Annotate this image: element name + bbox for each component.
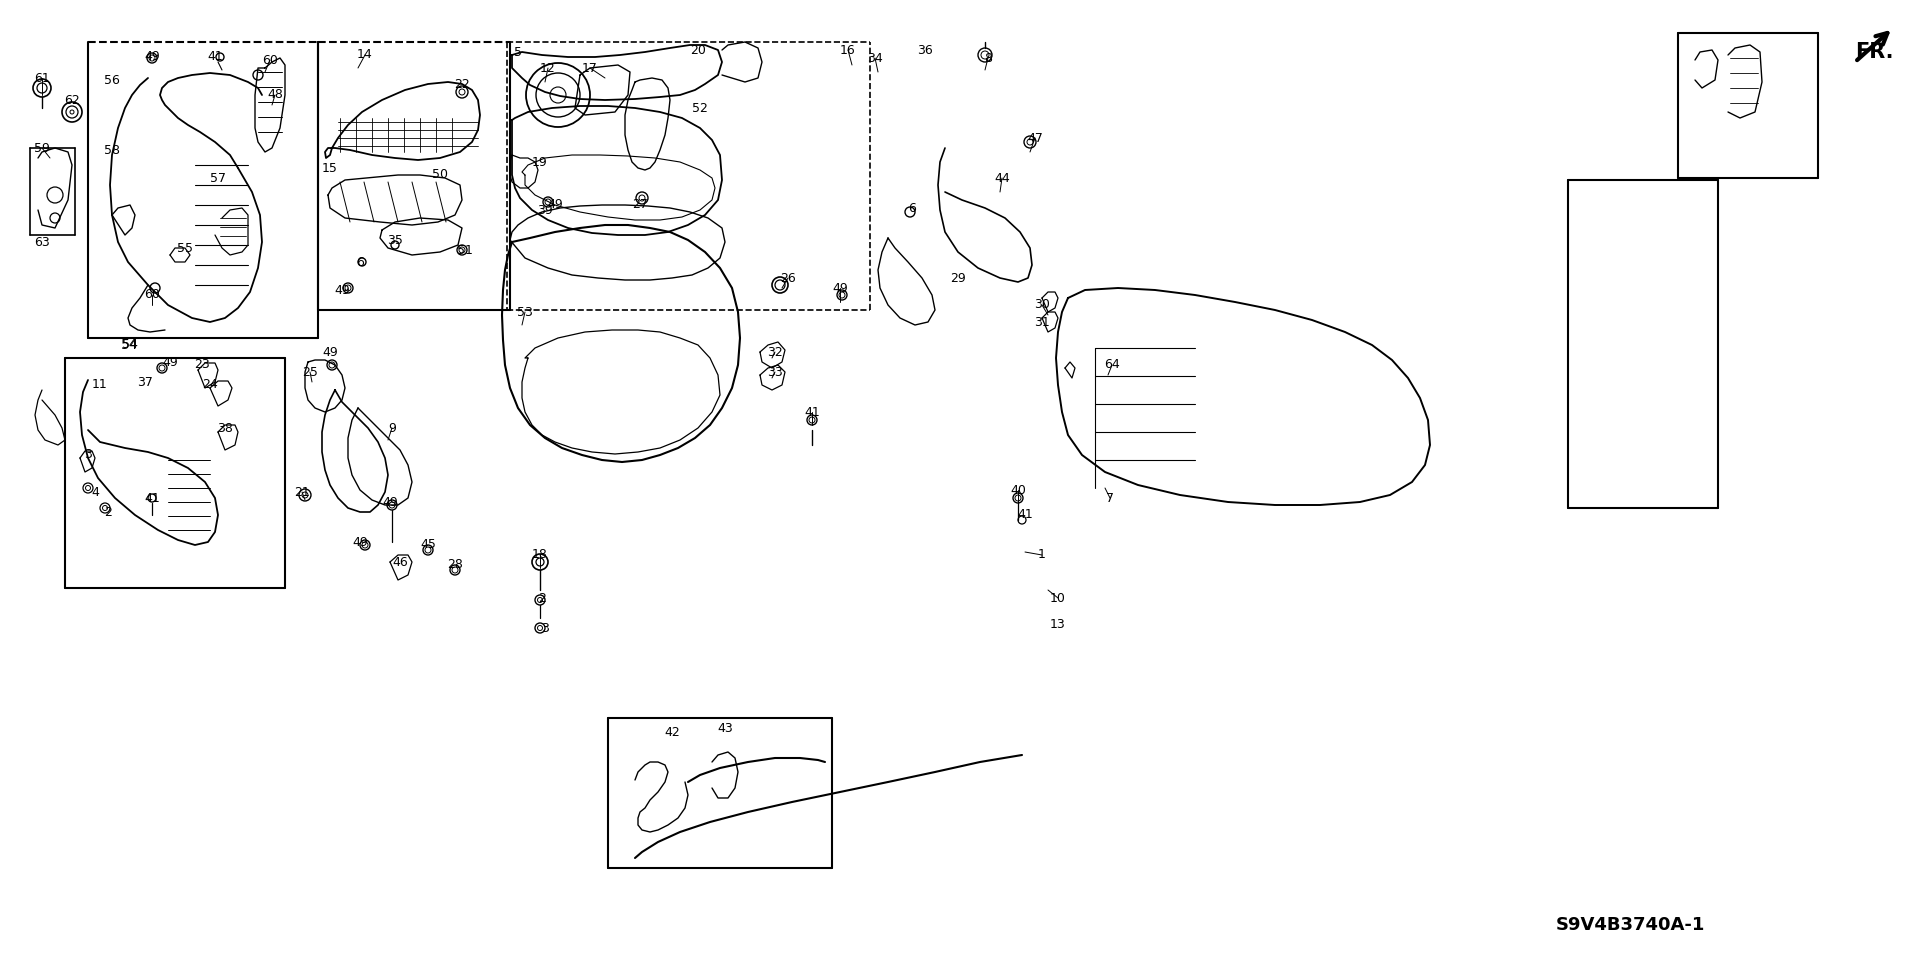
Text: 49: 49: [831, 282, 849, 294]
Text: 48: 48: [267, 88, 282, 102]
Text: 61: 61: [35, 72, 50, 84]
Text: 49: 49: [382, 496, 397, 508]
Text: 10: 10: [1050, 592, 1066, 604]
Text: 42: 42: [664, 726, 680, 738]
Text: 50: 50: [432, 169, 447, 181]
Text: 60: 60: [144, 289, 159, 301]
Text: 7: 7: [1106, 492, 1114, 504]
Text: 36: 36: [918, 43, 933, 57]
Text: 8: 8: [983, 52, 993, 64]
Text: 44: 44: [995, 172, 1010, 184]
Text: 41: 41: [144, 492, 159, 504]
Text: 38: 38: [217, 422, 232, 434]
Text: 39: 39: [538, 203, 553, 217]
Text: 24: 24: [202, 379, 217, 391]
Text: 49: 49: [323, 345, 338, 359]
Text: 20: 20: [689, 43, 707, 57]
Text: 46: 46: [392, 555, 407, 569]
Text: 56: 56: [104, 74, 119, 86]
Text: 27: 27: [632, 199, 647, 212]
Text: 30: 30: [1035, 298, 1050, 312]
Text: 43: 43: [718, 721, 733, 735]
Text: S9V4B3740A-1: S9V4B3740A-1: [1555, 916, 1705, 934]
Text: 62: 62: [63, 93, 81, 106]
Text: 52: 52: [691, 102, 708, 114]
Text: 59: 59: [35, 142, 50, 154]
Text: 2: 2: [104, 505, 111, 519]
Text: 14: 14: [357, 49, 372, 61]
Text: 19: 19: [532, 155, 547, 169]
Text: 6: 6: [908, 201, 916, 215]
Text: 16: 16: [841, 43, 856, 57]
Text: FR.: FR.: [1855, 42, 1893, 62]
Text: 32: 32: [768, 345, 783, 359]
Text: 26: 26: [780, 271, 797, 285]
Text: 35: 35: [388, 233, 403, 246]
Text: 13: 13: [1050, 619, 1066, 631]
Text: 54: 54: [123, 339, 138, 352]
Text: 54: 54: [121, 338, 138, 352]
Text: 22: 22: [455, 79, 470, 91]
Text: 60: 60: [261, 54, 278, 66]
Text: 31: 31: [1035, 316, 1050, 329]
Text: 55: 55: [177, 242, 194, 254]
Text: 5: 5: [515, 46, 522, 59]
Text: 23: 23: [194, 359, 209, 371]
Text: 63: 63: [35, 236, 50, 248]
Text: 9: 9: [388, 422, 396, 434]
Text: 41: 41: [207, 51, 223, 63]
Text: 21: 21: [294, 485, 309, 499]
Text: 18: 18: [532, 549, 547, 562]
Text: 3: 3: [541, 621, 549, 635]
Text: 11: 11: [92, 379, 108, 391]
Text: 49: 49: [547, 199, 563, 212]
Text: 49: 49: [351, 535, 369, 549]
Text: 15: 15: [323, 161, 338, 175]
Text: 40: 40: [1010, 483, 1025, 497]
Text: 64: 64: [1104, 359, 1119, 371]
Text: 41: 41: [804, 406, 820, 418]
Text: 58: 58: [104, 144, 119, 156]
Text: 1: 1: [1039, 549, 1046, 562]
Text: 28: 28: [447, 558, 463, 572]
Text: 29: 29: [950, 271, 966, 285]
Text: 45: 45: [420, 539, 436, 551]
Text: 4: 4: [90, 485, 100, 499]
Text: 49: 49: [144, 51, 159, 63]
Text: 3: 3: [84, 449, 92, 461]
Text: 49: 49: [161, 356, 179, 368]
Text: 17: 17: [582, 61, 597, 75]
Text: 6: 6: [355, 255, 365, 269]
Text: 34: 34: [868, 52, 883, 64]
Text: 25: 25: [301, 365, 319, 379]
Text: 37: 37: [136, 376, 154, 388]
Text: 41: 41: [1018, 508, 1033, 522]
Text: 53: 53: [516, 306, 534, 318]
Text: 33: 33: [768, 365, 783, 379]
Text: 2: 2: [538, 592, 545, 604]
Text: 12: 12: [540, 61, 557, 75]
Text: 51: 51: [457, 244, 472, 256]
Text: 57: 57: [209, 172, 227, 184]
Text: 47: 47: [1027, 131, 1043, 145]
Text: 49: 49: [334, 284, 349, 296]
